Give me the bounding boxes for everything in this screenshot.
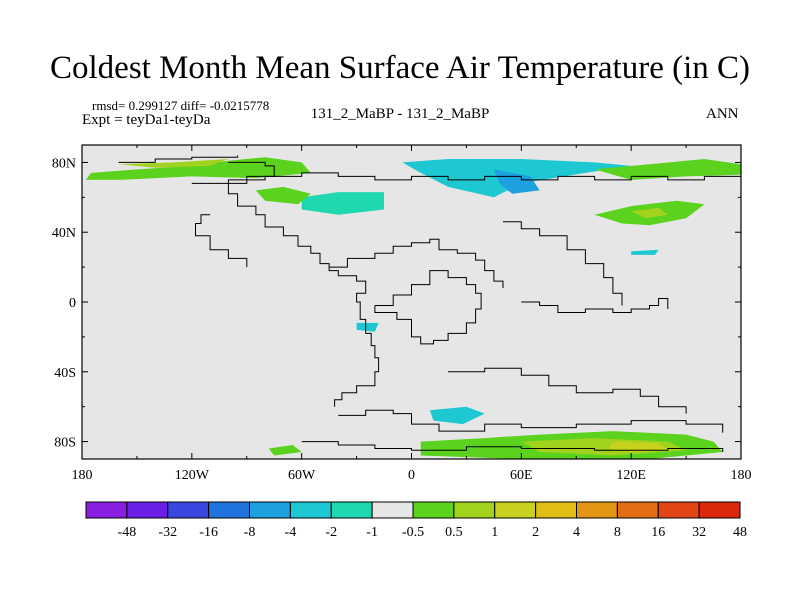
colorbar-label: -32: [158, 525, 177, 540]
colorbar-label: 2: [532, 525, 539, 540]
colorbar-label: 8: [614, 525, 621, 540]
y-tick-label: 80N: [52, 156, 76, 171]
colorbar-label: 1: [491, 525, 498, 540]
coastline-segment: [195, 214, 248, 268]
colorbar-swatch: [371, 501, 414, 519]
map-background: [82, 145, 741, 459]
coastline-segment: [503, 221, 623, 306]
anomaly-region-antarctic-west-green: [268, 445, 302, 456]
colorbar-swatch: [535, 501, 577, 519]
anomaly-region-alaska-cyan: [301, 192, 384, 215]
chart-title: Coldest Month Mean Surface Air Temperatu…: [50, 50, 750, 86]
colorbar-label: 4: [573, 525, 580, 540]
experiment-label: Expt = teyDa1-teyDa: [82, 112, 211, 128]
anomaly-region-antarctic-warmer: [609, 441, 668, 452]
anomaly-region-n-atlantic-green: [255, 186, 311, 205]
coastline-segment: [329, 238, 504, 288]
x-tick-label: 0: [408, 468, 415, 483]
x-tick-label: 180: [731, 468, 752, 483]
colorbar-label: 32: [692, 525, 706, 540]
colorbar-swatch: [330, 501, 373, 519]
colorbar-swatch: [126, 501, 169, 519]
axis-ticks: 180 120W 60W 0 60E 120E 180 80N 40N 0 40S 80S: [52, 145, 752, 483]
plot-area: [82, 145, 741, 459]
colorbar-swatch: [576, 501, 618, 519]
coastline-segment: [334, 275, 380, 407]
colorbar-swatch: [249, 501, 291, 519]
coastline-segment: [521, 298, 669, 313]
colorbar-label: 0.5: [445, 525, 463, 540]
y-tick-label: 80S: [54, 436, 76, 451]
colorbar-swatch: [698, 501, 741, 519]
comparison-label: 131_2_MaBP - 131_2_MaBP: [310, 106, 490, 122]
coastlines: [118, 155, 742, 452]
coastline-segment: [301, 441, 724, 452]
colorbar-label: -4: [285, 525, 297, 540]
colorbar-label: -48: [118, 525, 137, 540]
coastline-segment: [191, 172, 742, 184]
colorbar-swatch: [167, 501, 210, 519]
x-tick-label: 120E: [616, 468, 646, 483]
anomaly-region-arctic-east: [594, 159, 741, 180]
anomaly-region-south-cyan: [429, 406, 485, 425]
colorbar-label: -16: [199, 525, 218, 540]
anomaly-region-tropic-cyan: [356, 322, 379, 332]
x-tick-label: 120W: [175, 468, 210, 483]
colorbar-label: 48: [733, 525, 747, 540]
colorbar-swatch: [616, 501, 659, 519]
anomaly-region-arctic-center-deep: [493, 169, 540, 194]
colorbar: -48 -32 -16 -8 -4 -2 -1 -0.5 0.5 1 2 4 8 16 32 48: [85, 501, 747, 540]
colorbar-label: -1: [366, 525, 378, 540]
y-tick-label: 40S: [54, 366, 76, 381]
colorbar-swatch: [412, 501, 455, 519]
coastline-segment: [118, 155, 239, 163]
x-tick-label: 180: [72, 468, 93, 483]
x-tick-label: 60E: [510, 468, 533, 483]
colorbar-label: -2: [325, 525, 337, 540]
coastline-segment: [374, 270, 482, 345]
colorbar-swatch: [453, 501, 496, 519]
colorbar-label: 16: [651, 525, 665, 540]
coastline-segment: [448, 367, 687, 414]
coastline-segment: [338, 409, 724, 433]
colorbar-swatch: [657, 501, 700, 519]
colorbar-swatch: [208, 501, 250, 519]
colorbar-label: -0.5: [402, 525, 424, 540]
colorbar-swatch: [289, 501, 332, 519]
y-tick-label: 0: [69, 296, 76, 311]
anomaly-region-arctic-west-warm: [118, 159, 229, 168]
y-tick-label: 40N: [52, 226, 76, 241]
stats-label: rmsd= 0.299127 diff= -0.0215778: [92, 98, 270, 113]
colorbar-swatch: [494, 501, 537, 519]
colorbar-label: -8: [244, 525, 256, 540]
anomaly-region-kamchatka-cyan: [631, 249, 659, 255]
anomaly-region-east-asia-warm: [631, 207, 668, 219]
colorbar-swatch: [85, 501, 128, 519]
x-tick-label: 60W: [288, 468, 316, 483]
season-label: ANN: [706, 106, 739, 122]
